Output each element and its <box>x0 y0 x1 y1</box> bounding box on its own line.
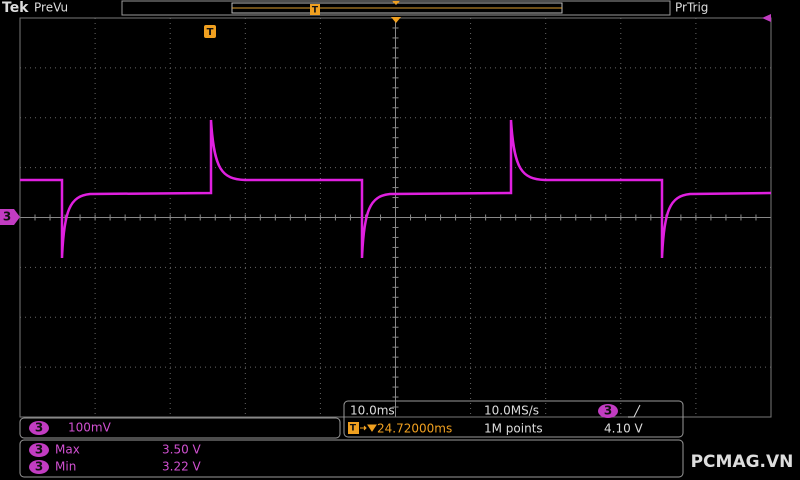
mode: PreVu <box>34 1 68 15</box>
meas-value: 3.22 V <box>162 460 202 474</box>
measurement-panel <box>19 439 684 478</box>
position-arrow <box>360 424 377 432</box>
meas-badge <box>29 460 49 474</box>
trigger-level-marker <box>762 14 771 22</box>
meas-value: 3.50 V <box>162 443 202 457</box>
meas-label: Max <box>55 443 80 457</box>
meas-channel: 3 <box>35 460 43 474</box>
time-scale: 10.0ms <box>350 404 395 418</box>
position-marker <box>392 1 400 5</box>
timebase-panel <box>343 400 684 438</box>
graticule <box>19 17 772 417</box>
time-position-marker <box>391 17 401 23</box>
trigger-status: PrTrig <box>675 1 708 15</box>
waveform <box>20 119 772 259</box>
channel-marker <box>0 209 20 225</box>
trigger-badge-text: T <box>312 6 319 16</box>
channel-badge <box>29 421 49 435</box>
sample-rate: 10.0MS/s <box>484 404 539 418</box>
measurements: 3 Max 3.50 V 3 Min 3.22 V <box>29 443 202 474</box>
brand: Tek <box>2 0 29 16</box>
record-length: 1M points <box>484 422 543 436</box>
meas-label: Min <box>55 460 76 474</box>
trigger-point-badge <box>204 25 216 38</box>
channel-badge-text: 3 <box>35 421 43 435</box>
time-position: 24.72000ms <box>377 422 452 436</box>
meas-channel: 3 <box>35 443 43 457</box>
position-badge-text: T <box>350 424 357 434</box>
trigger-slope <box>628 404 641 418</box>
channel-scale: 100mV <box>68 421 112 435</box>
channel-panel <box>19 417 341 439</box>
trigger-channel-text: 3 <box>604 404 612 418</box>
position-badge <box>348 422 359 434</box>
channel-marker-text: 3 <box>3 210 11 224</box>
trigger-channel-badge <box>598 404 618 418</box>
watermark: PCMAG.VN <box>691 452 794 472</box>
meas-badge <box>29 443 49 457</box>
trigger-level: 4.10 V <box>604 422 644 436</box>
trigger-badge <box>310 4 320 15</box>
trigger-point-text: T <box>207 27 214 38</box>
